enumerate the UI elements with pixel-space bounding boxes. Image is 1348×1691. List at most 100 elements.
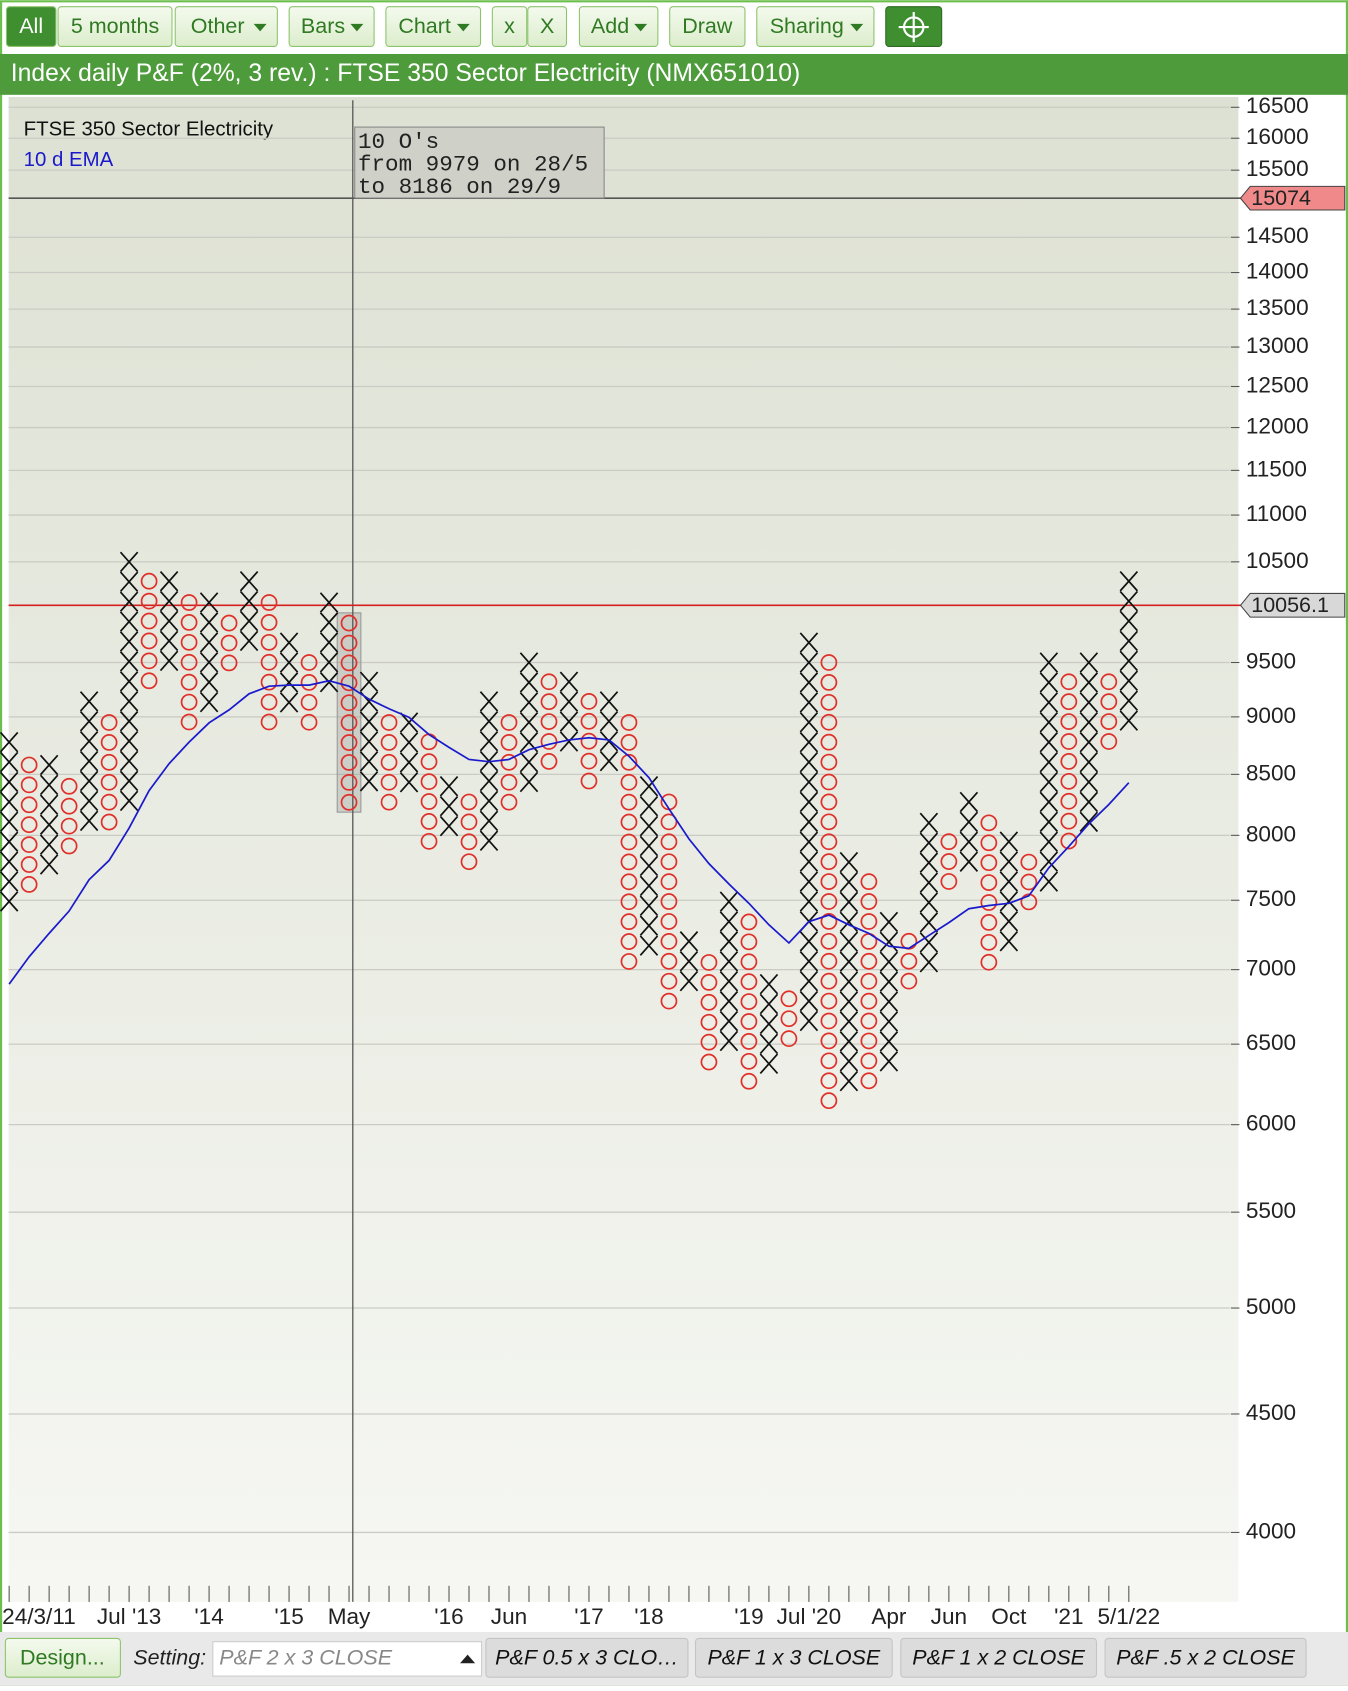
title-bar <box>0 53 1348 95</box>
toolbar-button[interactable] <box>57 6 173 47</box>
x-box <box>799 632 819 653</box>
x-box <box>679 970 699 992</box>
o-box <box>420 793 438 810</box>
preset-button[interactable] <box>900 1637 1097 1678</box>
y-tick-label: 5000 <box>1246 1294 1296 1319</box>
toolbar-button[interactable] <box>527 6 568 47</box>
x-box <box>359 751 379 772</box>
o-box <box>740 933 758 951</box>
o-box <box>740 1052 758 1070</box>
o-box <box>260 693 278 711</box>
o-box <box>620 913 638 931</box>
x-box <box>319 612 339 633</box>
x-tick-label: 5/1/22 <box>1097 1604 1160 1629</box>
x-column <box>919 812 939 973</box>
x-column <box>999 831 1019 952</box>
x-tick-label: '15 <box>274 1604 303 1629</box>
o-box <box>460 833 478 851</box>
o-column <box>20 756 38 893</box>
toolbar-button[interactable] <box>669 6 746 47</box>
preset-button[interactable] <box>694 1637 893 1678</box>
x-box <box>0 831 19 852</box>
o-box <box>340 634 358 652</box>
o-box <box>860 1032 878 1050</box>
o-box <box>260 633 278 651</box>
setting-input[interactable] <box>212 1641 483 1677</box>
x-box <box>159 610 179 632</box>
x-box <box>1119 670 1139 692</box>
toolbar-button-label: Other <box>191 14 245 38</box>
x-tick-label: '17 <box>574 1604 603 1629</box>
o-box <box>540 713 558 730</box>
o-box <box>820 753 838 771</box>
x-box <box>639 835 659 857</box>
design-button[interactable] <box>4 1637 121 1678</box>
o-box <box>820 1092 838 1110</box>
x-box <box>879 991 899 1012</box>
o-box <box>660 932 678 950</box>
x-box <box>759 973 779 995</box>
x-box <box>599 750 619 772</box>
o-box <box>260 614 278 631</box>
o-box <box>540 693 558 711</box>
x-tick-label: Apr <box>871 1604 907 1629</box>
x-column <box>959 791 979 872</box>
o-column <box>940 833 958 890</box>
o-box <box>660 913 678 930</box>
x-box <box>799 831 819 852</box>
preset-button[interactable] <box>1104 1637 1307 1678</box>
x-box <box>399 712 419 733</box>
x-box <box>319 671 339 693</box>
o-box <box>620 734 638 751</box>
x-box <box>1079 672 1099 693</box>
x-column <box>559 671 579 752</box>
o-box <box>860 893 878 910</box>
x-box <box>1039 791 1059 813</box>
x-box <box>39 814 59 835</box>
toolbar-button[interactable] <box>491 6 528 47</box>
o-box <box>980 894 998 911</box>
toolbar-button[interactable] <box>385 6 482 47</box>
o-box <box>340 793 358 811</box>
preset-button[interactable] <box>485 1637 689 1678</box>
annotation-text: 10 O's <box>358 129 439 155</box>
x-box <box>79 691 99 712</box>
o-box <box>1060 832 1078 850</box>
o-box <box>340 674 358 692</box>
annotation-text: to 8186 on 29/9 <box>358 174 561 200</box>
o-box <box>100 753 118 771</box>
x-box <box>279 692 299 713</box>
x-box <box>1039 712 1059 733</box>
toolbar-button-label: All <box>19 14 43 38</box>
toolbar-button[interactable] <box>288 6 375 47</box>
o-box <box>1020 853 1038 871</box>
preset-button-label: P&F .5 x 2 CLOSE <box>1116 1646 1295 1670</box>
o-box <box>140 612 158 630</box>
o-box <box>820 1052 838 1070</box>
o-box <box>100 813 118 831</box>
o-box <box>180 633 198 651</box>
x-tick-label: '21 <box>1054 1604 1083 1629</box>
toolbar-button[interactable] <box>174 6 278 47</box>
o-box <box>140 632 158 650</box>
o-box <box>860 913 878 930</box>
o-box <box>740 1033 758 1050</box>
x-column <box>1079 652 1099 833</box>
x-box <box>839 911 859 933</box>
x-box <box>999 871 1019 892</box>
toolbar-button[interactable] <box>756 6 875 47</box>
o-box <box>380 714 398 731</box>
o-column <box>580 692 598 790</box>
o-box <box>820 773 838 791</box>
x-column <box>79 691 99 832</box>
toolbar-button[interactable] <box>5 6 57 47</box>
o-box <box>820 893 838 910</box>
x-box <box>959 811 979 833</box>
x-box <box>279 632 299 653</box>
x-box <box>199 671 219 693</box>
o-box <box>620 793 638 811</box>
o-column <box>460 793 478 871</box>
o-box <box>580 752 598 770</box>
toolbar-button[interactable] <box>578 6 659 47</box>
